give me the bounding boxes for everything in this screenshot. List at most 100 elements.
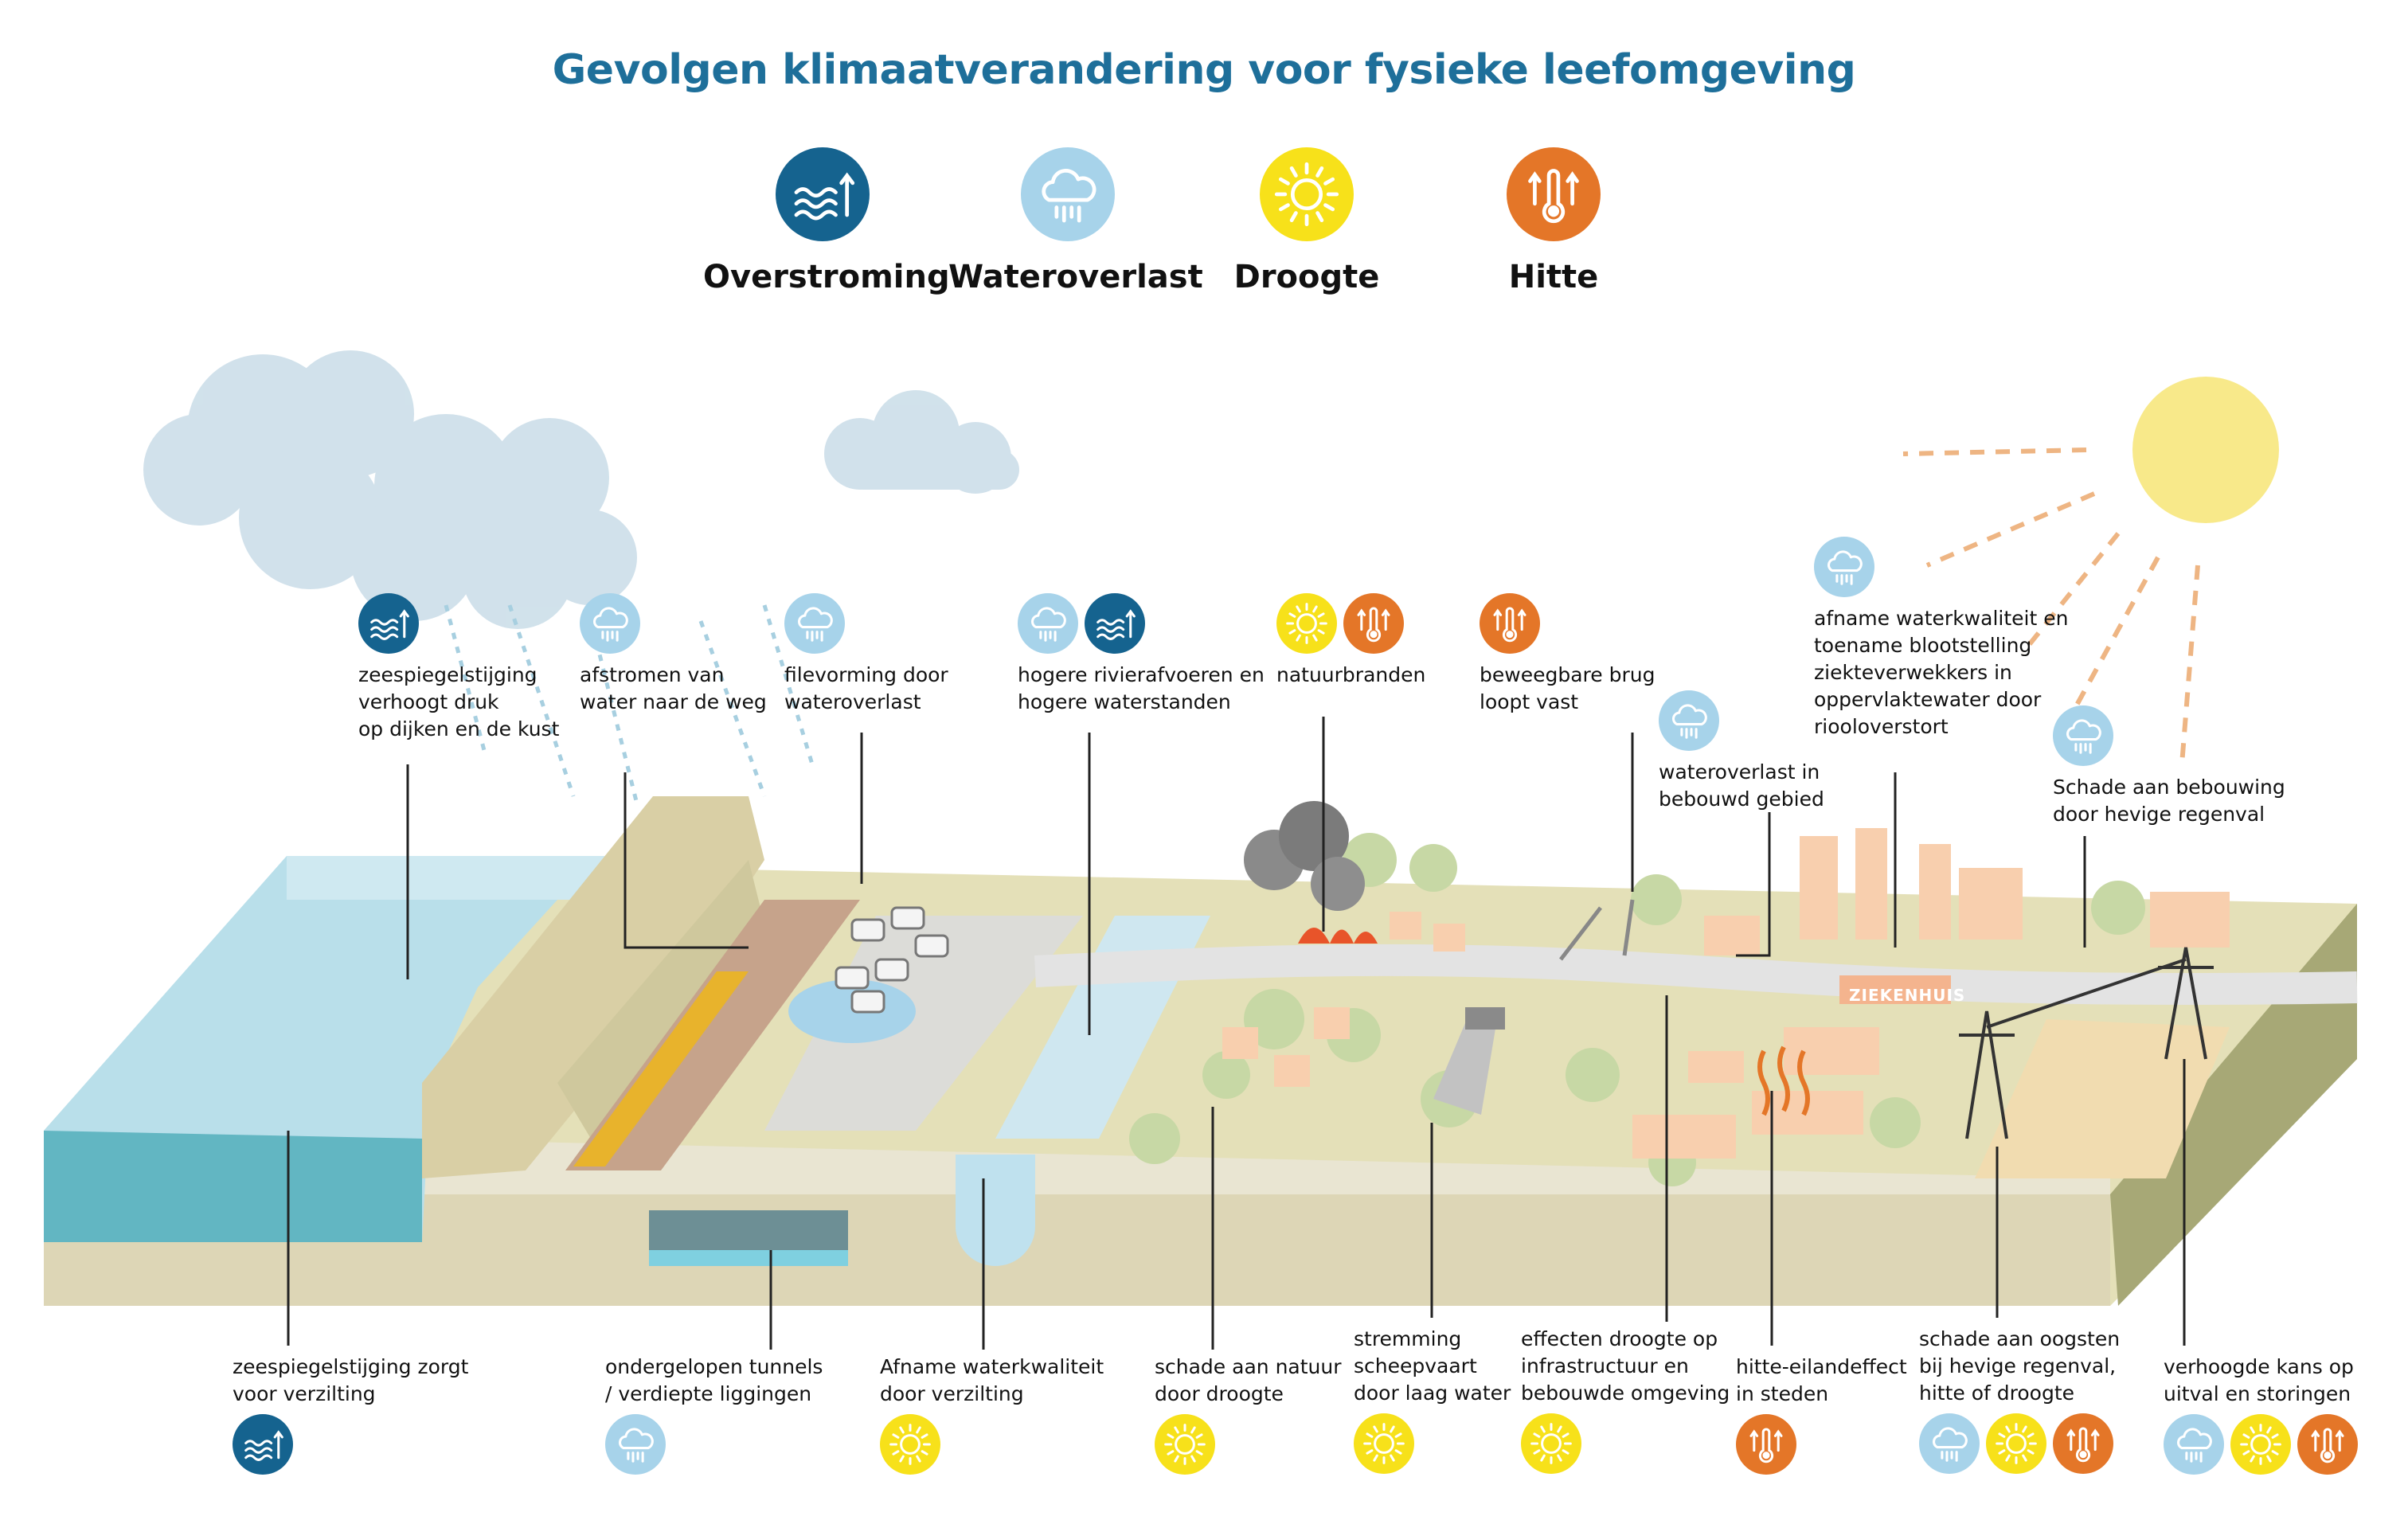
annotation-line: filevorming door xyxy=(784,663,948,686)
annotation-line: door verzilting xyxy=(880,1382,1024,1405)
annotation-line: scheepvaart xyxy=(1354,1354,1477,1377)
annotation-line: bebouwde omgeving xyxy=(1521,1381,1730,1405)
annotation-tunnels: ondergelopen tunnels / verdiepte ligging… xyxy=(605,1354,823,1475)
legend-item-hitte: Hitte xyxy=(1434,147,1673,295)
annotation-line: op dijken en de kust xyxy=(358,717,560,741)
annotation-line: wateroverlast xyxy=(784,690,921,713)
trees xyxy=(1129,833,2145,1186)
annotation-zeespiegelstijging-druk: zeespiegelstijging verhoogt druk op dijk… xyxy=(358,593,559,743)
houses xyxy=(1222,912,1465,1087)
annotation-line: hogere waterstanden xyxy=(1018,690,1231,713)
annotation-line: bebouwd gebied xyxy=(1659,787,1824,811)
thermometer-icon xyxy=(2297,1414,2358,1475)
annotation-line: door droogte xyxy=(1155,1382,1284,1405)
power-pylons xyxy=(1959,947,2214,1139)
annotation-line: bij hevige regenval, xyxy=(1919,1354,2117,1377)
annotation-line: natuurbranden xyxy=(1276,663,1426,686)
main-road xyxy=(1034,944,2358,1005)
rain-cloud-icon xyxy=(1919,1413,1980,1474)
annotation-line: infrastructuur en xyxy=(1521,1354,1689,1377)
annotation-line: wateroverlast in xyxy=(1659,760,1820,783)
annotation-line: hitte of droogte xyxy=(1919,1381,2075,1405)
annotation-line: ziekteverwekkers in xyxy=(1814,661,2012,684)
legend-label: Hitte xyxy=(1508,259,1599,295)
annotation-schade-natuur: schade aan natuur door droogte xyxy=(1155,1354,1342,1475)
rain-cloud-icon xyxy=(605,1414,666,1475)
sun-illustration xyxy=(1902,377,2279,765)
rain-cloud-icon xyxy=(580,593,640,654)
dike xyxy=(422,796,764,1178)
leader-lines xyxy=(287,717,2186,1350)
annotation-line: voor verzilting xyxy=(233,1382,376,1405)
annotation-line: ondergelopen tunnels xyxy=(605,1355,823,1378)
waves-arrow-icon xyxy=(358,593,419,654)
thermometer-icon xyxy=(1507,147,1601,241)
annotation-line: zeespiegelstijging xyxy=(358,663,538,686)
annotation-rivierafvoeren: hogere rivierafvoeren en hogere watersta… xyxy=(1018,593,1265,716)
annotation-line: hogere rivierafvoeren en xyxy=(1018,663,1265,686)
annotation-line: door hevige regenval xyxy=(2053,803,2265,826)
annotation-line: beweegbare brug xyxy=(1480,663,1656,686)
sun-icon xyxy=(2230,1414,2291,1475)
rain-cloud-icon xyxy=(2053,705,2113,766)
legend-item-overstroming: Overstroming xyxy=(703,147,950,295)
annotation-line: Afname waterkwaliteit xyxy=(880,1355,1104,1378)
legend-item-droogte: Droogte xyxy=(1187,147,1426,295)
waves-arrow-icon xyxy=(233,1414,293,1475)
railway xyxy=(565,900,860,1170)
sun-icon xyxy=(1276,593,1337,654)
rain-cloud-icon xyxy=(784,593,845,654)
legend-label: Wateroverlast xyxy=(948,259,1203,295)
annotation-beweegbare-brug: beweegbare brug loopt vast xyxy=(1480,593,1655,716)
waves-arrow-icon xyxy=(776,147,870,241)
annotation-line: effecten droogte op xyxy=(1521,1327,1718,1350)
sun-icon xyxy=(1986,1413,2046,1474)
annotation-line: door laag water xyxy=(1354,1381,1511,1405)
annotation-line: loopt vast xyxy=(1480,690,1579,713)
clouds xyxy=(143,350,1019,629)
annotation-line: schade aan oogsten xyxy=(1919,1327,2121,1350)
annotation-wateroverlast-bebouwd: wateroverlast in bebouwd gebied xyxy=(1659,690,1824,813)
annotation-waterkwaliteit-ziekteverwekkers: afname waterkwaliteit en toename blootst… xyxy=(1814,537,2068,741)
annotation-line: in steden xyxy=(1736,1382,1829,1405)
sea xyxy=(44,856,629,1242)
annotation-hitte-eiland: hitte-eilandeffect in steden xyxy=(1736,1354,1907,1475)
annotation-line: zeespiegelstijging zorgt xyxy=(233,1355,469,1378)
movable-bridge xyxy=(1559,899,1635,961)
annotation-line: / verdiepte liggingen xyxy=(605,1382,812,1405)
hospital-building xyxy=(1839,975,1951,1004)
annotation-infrastructuur: effecten droogte op infrastructuur en be… xyxy=(1521,1326,1730,1474)
highway xyxy=(764,906,1083,1131)
annotation-line: verhoogt druk xyxy=(358,690,499,713)
tunnel xyxy=(649,1210,848,1266)
rain-cloud-icon xyxy=(2164,1414,2224,1475)
annotation-line: schade aan natuur xyxy=(1155,1355,1342,1378)
heat-waves xyxy=(1757,1045,1810,1116)
annotation-line: water naar de weg xyxy=(580,690,767,713)
ship xyxy=(1433,1007,1505,1115)
annotation-line: hitte-eilandeffect xyxy=(1736,1355,1907,1378)
rain-cloud-icon xyxy=(1021,147,1115,241)
annotation-line: verhoogde kans op xyxy=(2164,1355,2354,1378)
sun-icon xyxy=(1521,1413,1581,1474)
annotation-line: oppervlaktewater door xyxy=(1814,688,2042,711)
annotation-schade-bebouwing: Schade aan bebouwing door hevige regenva… xyxy=(2053,705,2285,828)
annotation-line: stremming xyxy=(1354,1327,1462,1350)
legend-label: Droogte xyxy=(1233,259,1380,295)
thermometer-icon xyxy=(2053,1413,2113,1474)
thermometer-icon xyxy=(1736,1414,1796,1475)
annotation-verzilting: zeespiegelstijging zorgt voor verzilting xyxy=(233,1354,468,1475)
page-title: Gevolgen klimaatverandering voor fysieke… xyxy=(552,46,1856,94)
thermometer-icon xyxy=(1480,593,1540,654)
rain-cloud-icon xyxy=(1018,593,1078,654)
sun-icon xyxy=(880,1414,940,1475)
annotation-natuurbranden: natuurbranden xyxy=(1276,593,1425,689)
annotation-waterkwaliteit-verzilting: Afname waterkwaliteit door verzilting xyxy=(880,1354,1104,1475)
annotation-line: afstromen van xyxy=(580,663,725,686)
annotation-line: Schade aan bebouwing xyxy=(2053,776,2285,799)
thermometer-icon xyxy=(1343,593,1404,654)
annotation-afstromen-water: afstromen van water naar de weg xyxy=(580,593,767,716)
annotation-line: toename blootstelling xyxy=(1814,634,2032,657)
annotation-line: uitval en storingen xyxy=(2164,1382,2351,1405)
legend-item-wateroverlast: Wateroverlast xyxy=(948,147,1203,295)
